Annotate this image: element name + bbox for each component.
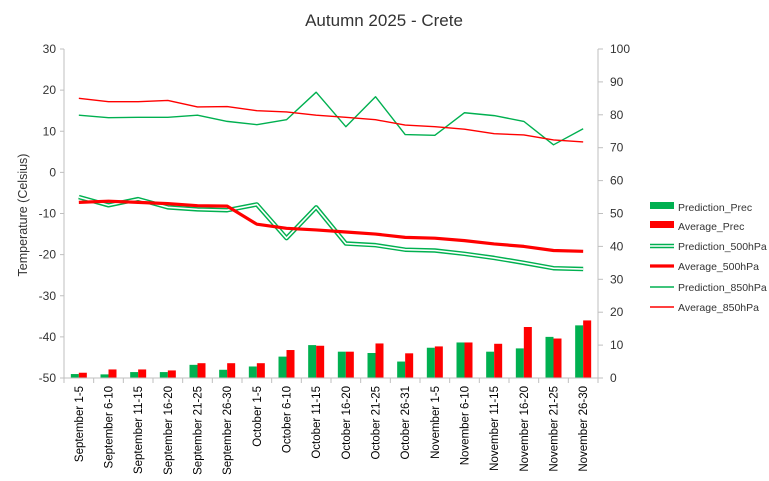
- legend-label: Prediction_850hPa: [678, 282, 767, 294]
- legend-swatch: [650, 202, 674, 209]
- left-tick-label: -40: [39, 330, 57, 344]
- bar-average-prec: [197, 363, 206, 378]
- legend-swatch: [650, 221, 674, 228]
- left-tick-label: 0: [49, 165, 56, 179]
- right-tick-label: 0: [610, 371, 617, 385]
- left-tick-label: -10: [39, 207, 57, 221]
- bar-prediction-prec: [515, 348, 524, 378]
- bar-average-prec: [345, 351, 354, 378]
- category-label: October 11-15: [311, 386, 323, 459]
- bar-average-prec: [494, 343, 503, 378]
- bar-prediction-prec: [70, 374, 79, 378]
- left-tick-label: 10: [43, 124, 57, 138]
- left-tick-label: -30: [39, 289, 57, 303]
- bar-prediction-prec: [337, 351, 346, 378]
- left-tick-label: 20: [43, 83, 57, 97]
- line-average-850hpa: [78, 97, 584, 143]
- legend-label: Average_500hPa: [678, 261, 759, 273]
- category-label: November 21-25: [549, 386, 561, 472]
- category-label: October 21-25: [371, 386, 383, 460]
- bar-prediction-prec: [159, 372, 168, 378]
- legend-label: Prediction_Prec: [678, 202, 752, 214]
- bar-average-prec: [405, 353, 414, 378]
- category-label: November 26-30: [578, 386, 590, 472]
- bar-prediction-prec: [575, 325, 584, 378]
- bar-prediction-prec: [397, 361, 406, 378]
- right-axis-ticks: 0 10 20 30 40 50 60 70 80 90 100: [598, 42, 630, 385]
- left-tick-label: 30: [43, 42, 57, 56]
- right-tick-label: 80: [610, 108, 624, 122]
- category-label: November 6-10: [460, 386, 472, 465]
- bar-average-prec: [523, 327, 532, 378]
- precipitation-bars: [70, 320, 592, 378]
- bar-prediction-prec: [219, 369, 228, 378]
- line-average-500hpa: [78, 199, 584, 253]
- axes: [63, 49, 599, 379]
- bar-prediction-prec: [367, 352, 376, 378]
- category-label: September 11-15: [133, 386, 145, 474]
- left-axis-ticks: -50 -40 -30 -20 -10 0 10 20 30: [39, 42, 64, 385]
- category-label: September 21-25: [193, 386, 205, 475]
- line-prediction-500hpa-inner: [78, 196, 584, 270]
- category-label: October 26-31: [400, 386, 412, 460]
- bar-average-prec: [316, 345, 325, 378]
- chart-title: Autumn 2025 - Crete: [305, 11, 463, 30]
- bar-average-prec: [434, 346, 443, 378]
- legend-label: Prediction_500hPa: [678, 241, 767, 253]
- bar-prediction-prec: [486, 351, 495, 378]
- right-tick-label: 50: [610, 207, 624, 221]
- legend-label: Average_850hPa: [678, 302, 759, 314]
- bar-prediction-prec: [130, 372, 139, 378]
- temperature-lines: [78, 91, 584, 272]
- bar-prediction-prec: [248, 366, 257, 378]
- right-tick-label: 100: [610, 42, 630, 56]
- left-tick-label: -50: [39, 371, 57, 385]
- category-label: October 16-20: [341, 386, 353, 460]
- bar-average-prec: [375, 343, 384, 378]
- right-tick-label: 30: [610, 272, 624, 286]
- bar-prediction-prec: [545, 336, 554, 378]
- category-label: October 1-5: [252, 386, 264, 447]
- bar-average-prec: [286, 350, 295, 378]
- bar-average-prec: [167, 370, 176, 378]
- category-label: September 26-30: [222, 386, 234, 475]
- right-tick-label: 70: [610, 141, 624, 155]
- category-label: November 11-15: [489, 386, 501, 471]
- bar-average-prec: [256, 363, 265, 378]
- bar-average-prec: [108, 369, 117, 378]
- category-label: September 1-5: [74, 386, 86, 462]
- category-label: September 6-10: [104, 386, 116, 468]
- bar-prediction-prec: [100, 374, 109, 378]
- left-tick-label: -20: [39, 248, 57, 262]
- legend: Prediction_Prec Average_Prec Prediction_50…: [650, 202, 767, 314]
- right-tick-label: 20: [610, 305, 624, 319]
- category-label: November 16-20: [519, 386, 531, 472]
- line-prediction-850hpa: [78, 91, 584, 146]
- bar-prediction-prec: [456, 342, 465, 378]
- bar-prediction-prec: [426, 347, 435, 378]
- bar-average-prec: [583, 320, 592, 378]
- bar-prediction-prec: [308, 345, 317, 378]
- bar-average-prec: [138, 369, 147, 378]
- category-label: October 6-10: [282, 386, 294, 453]
- right-tick-label: 90: [610, 75, 624, 89]
- y-axis-title-left: Temperature (Celsius): [16, 154, 30, 277]
- bar-average-prec: [227, 363, 236, 378]
- legend-label: Average_Prec: [678, 221, 744, 233]
- bar-average-prec: [553, 338, 562, 378]
- line-prediction-500hpa: [78, 194, 584, 272]
- x-axis-ticks: September 1-5 September 6-10 September 11-…: [63, 378, 599, 475]
- right-tick-label: 60: [610, 174, 624, 188]
- right-tick-label: 40: [610, 239, 624, 253]
- bar-average-prec: [78, 372, 87, 378]
- bar-prediction-prec: [189, 364, 198, 378]
- bar-prediction-prec: [278, 356, 287, 378]
- category-label: September 16-20: [163, 386, 175, 475]
- right-tick-label: 10: [610, 338, 624, 352]
- bar-average-prec: [464, 342, 473, 378]
- category-label: November 1-5: [430, 386, 442, 459]
